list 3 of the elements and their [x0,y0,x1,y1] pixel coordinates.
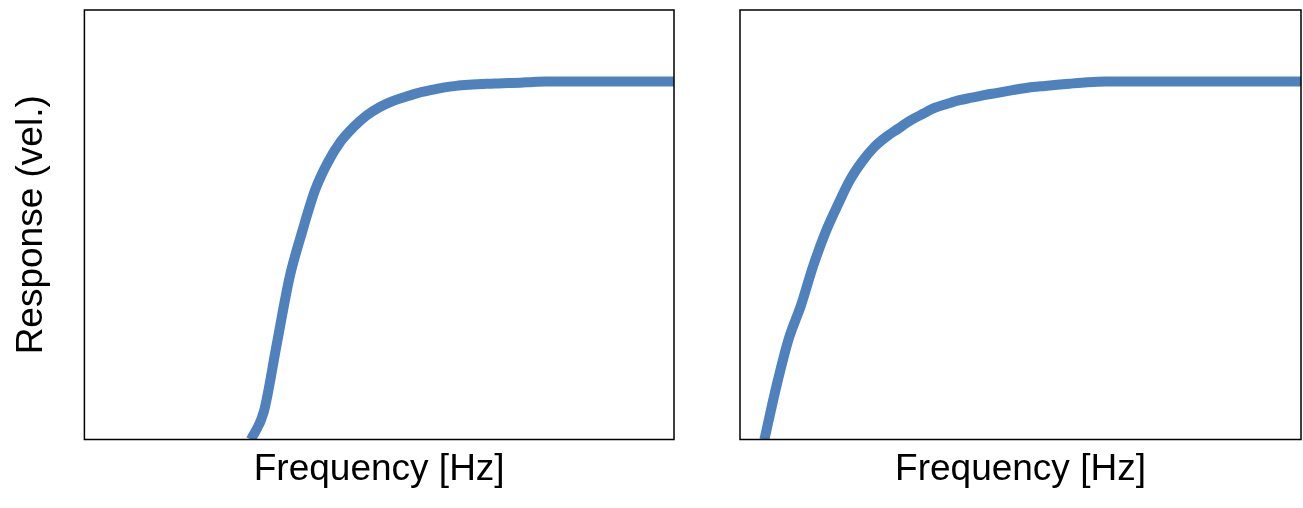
x-axis-title: Frequency [Hz] [895,447,1146,488]
x-axis-title: Frequency [Hz] [253,447,505,488]
y-axis-title: Response (vel.) [9,95,51,355]
